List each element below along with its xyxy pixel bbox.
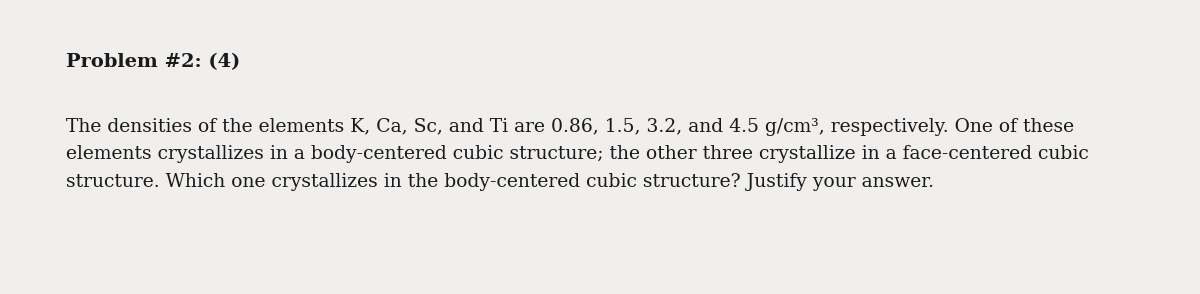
Text: The densities of the elements K, Ca, Sc, and Ti are 0.86, 1.5, 3.2, and 4.5 g/cm: The densities of the elements K, Ca, Sc,… (66, 118, 1088, 191)
Text: Problem #2: (4): Problem #2: (4) (66, 53, 240, 71)
